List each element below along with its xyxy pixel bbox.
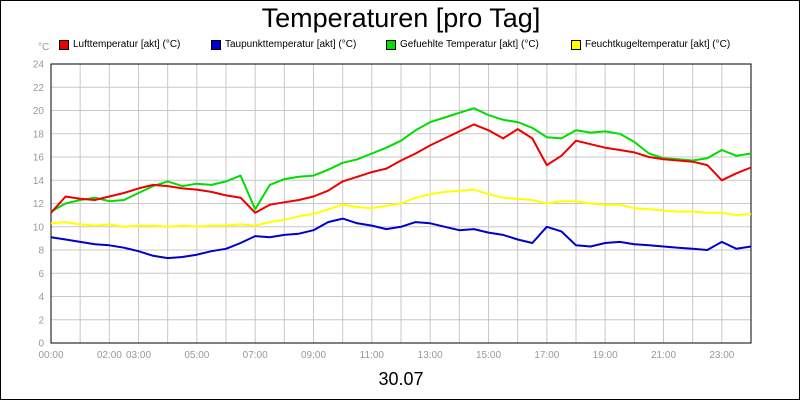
legend-label-lufttemperatur: Lufttemperatur [akt] (°C) — [73, 39, 181, 50]
date-label: 30.07 — [378, 369, 424, 389]
x-tick-label: 07:00 — [243, 350, 268, 361]
x-tick-label: 03:00 — [126, 350, 151, 361]
legend-label-feuchtkugeltemperatur: Feuchtkugeltemperatur [akt] (°C) — [585, 39, 731, 50]
x-tick-label: 05:00 — [184, 350, 209, 361]
y-tick-label: 2 — [38, 315, 44, 326]
plot-border — [50, 63, 752, 344]
legend-item-feuchtkugeltemperatur: Feuchtkugeltemperatur [akt] (°C) — [571, 39, 730, 50]
x-tick-label: 02:00 — [97, 350, 122, 361]
y-tick-label: 4 — [38, 292, 44, 303]
chart-title: Temperaturen [pro Tag] — [261, 3, 541, 33]
y-tick-label: 22 — [33, 83, 45, 94]
x-tick-label: 19:00 — [593, 350, 618, 361]
y-tick-label: 6 — [38, 269, 44, 280]
x-tick-label: 09:00 — [301, 350, 326, 361]
x-tick-label: 00:00 — [38, 350, 63, 361]
x-tick-label: 23:00 — [709, 350, 734, 361]
x-tick-label: 17:00 — [534, 350, 559, 361]
legend: Lufttemperatur [akt] (°C) Taupunkttemper… — [1, 39, 800, 55]
series-line-2 — [50, 107, 752, 213]
y-tick-label: 14 — [33, 176, 45, 187]
x-tick-label: 21:00 — [651, 350, 676, 361]
y-tick-label: 8 — [38, 246, 44, 257]
legend-swatch-gefuehlte-temperatur — [386, 39, 396, 50]
y-tick-label: 0 — [38, 339, 44, 350]
series-line-3 — [50, 188, 752, 228]
legend-item-lufttemperatur: Lufttemperatur [akt] (°C) — [59, 39, 180, 50]
y-axis-unit-label: °C — [38, 42, 50, 53]
y-tick-label: 20 — [33, 106, 45, 117]
y-tick-label: 24 — [33, 60, 45, 71]
legend-swatch-lufttemperatur — [59, 39, 69, 50]
x-tick-label: 13:00 — [418, 350, 443, 361]
series-line-0 — [50, 123, 752, 214]
y-tick-label: 10 — [33, 222, 45, 233]
legend-item-taupunkttemperatur: Taupunkttemperatur [akt] (°C) — [211, 39, 356, 50]
x-tick-label: 11:00 — [360, 350, 385, 361]
x-tick-label: 15:00 — [476, 350, 501, 361]
y-tick-label: 16 — [33, 153, 45, 164]
legend-swatch-feuchtkugeltemperatur — [571, 39, 581, 50]
legend-swatch-taupunkttemperatur — [211, 39, 221, 50]
y-tick-label: 18 — [33, 129, 45, 140]
legend-label-taupunkttemperatur: Taupunkttemperatur [akt] (°C) — [225, 39, 357, 50]
legend-item-gefuehlte-temperatur: Gefuehlte Temperatur [akt] (°C) — [386, 39, 539, 50]
series-line-1 — [50, 217, 752, 260]
legend-label-gefuehlte-temperatur: Gefuehlte Temperatur [akt] (°C) — [400, 39, 539, 50]
y-tick-label: 12 — [33, 199, 45, 210]
